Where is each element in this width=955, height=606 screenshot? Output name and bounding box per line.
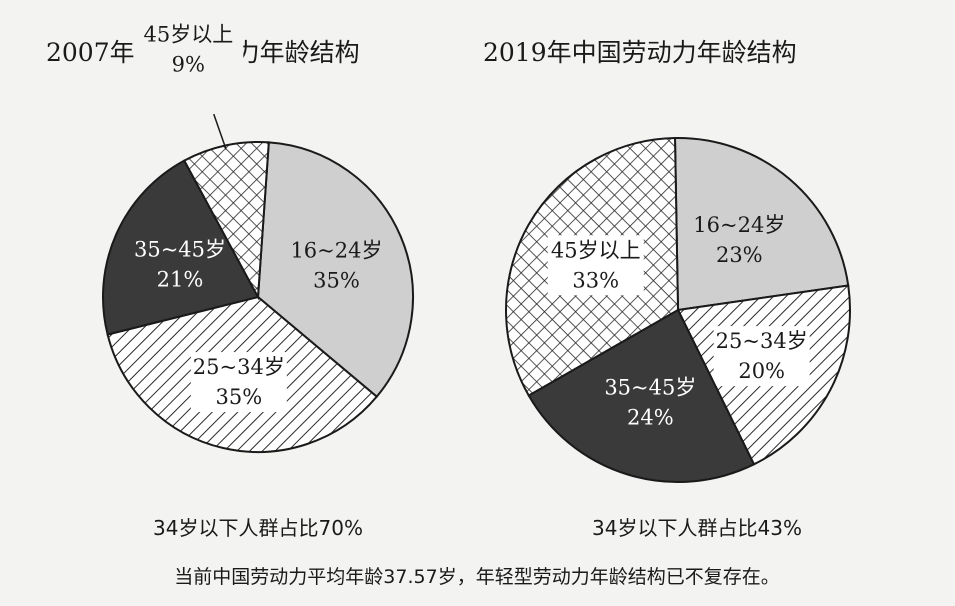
slice-label-bg-25-34	[190, 352, 287, 413]
slice-label-bg-45plus	[547, 235, 644, 296]
slice-value-35-45: 21%	[157, 268, 204, 292]
pie-slice-35-45	[102, 159, 260, 336]
slice-value-25-34: 35%	[215, 385, 262, 409]
footer-note: 当前中国劳动力平均年龄37.57岁，年轻型劳动力年龄结构已不复存在。	[174, 566, 779, 588]
slice-label-25-34: 25~34岁	[193, 355, 285, 379]
slice-label-45plus: 45岁以上	[551, 238, 641, 262]
slice-value-35-45: 24%	[627, 405, 674, 429]
leader-line-45plus	[213, 113, 227, 150]
slice-label-45plus: 45岁以上	[143, 22, 233, 46]
pie-chart-2007: 16~24岁 35% 25~34岁 35% 35~45岁 21% 45岁以上 9%	[102, 17, 414, 453]
slice-value-45plus: 9%	[172, 52, 205, 76]
slice-label-35-45: 35~45岁	[134, 238, 226, 262]
pie-chart-2019: 16~24岁 23% 25~34岁 20% 35~45岁 24% 45岁以上 33%	[505, 137, 851, 483]
slice-label-16-24: 16~24岁	[290, 239, 382, 263]
slice-value-25-34: 20%	[738, 359, 785, 383]
pie-slice-35-45	[527, 308, 756, 483]
caption-2007: 34岁以下人群占比70%	[153, 516, 363, 540]
slice-label-25-34: 25~34岁	[716, 329, 808, 353]
slice-value-45plus: 33%	[572, 268, 619, 292]
chart-title-2019: 2019年中国劳动力年龄结构	[483, 38, 797, 67]
slice-value-16-24: 35%	[313, 269, 360, 293]
slice-value-16-24: 23%	[716, 243, 763, 267]
slice-label-16-24: 16~24岁	[693, 213, 785, 237]
slice-label-bg-25-34	[713, 326, 810, 387]
slice-label-bg-45plus	[133, 17, 244, 80]
caption-2019: 34岁以下人群占比43%	[592, 516, 802, 540]
slice-label-35-45: 35~45岁	[604, 375, 696, 399]
pie-slice-16-24	[673, 137, 850, 312]
pie-slice-16-24	[256, 141, 414, 399]
